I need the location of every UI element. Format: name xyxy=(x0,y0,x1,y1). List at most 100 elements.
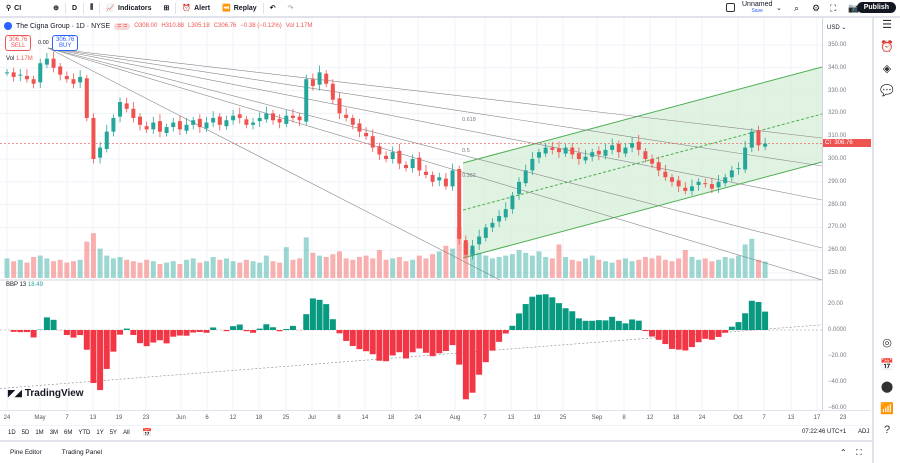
candle-body xyxy=(470,245,475,255)
candle-body xyxy=(736,168,741,170)
redo-button[interactable]: ↷ xyxy=(282,0,300,16)
candle-body xyxy=(357,123,362,132)
volume-bar xyxy=(689,257,695,278)
volume-bar xyxy=(410,259,416,278)
adj-button[interactable]: ADJ xyxy=(858,429,870,435)
volume-bar xyxy=(569,259,575,278)
grid-icon: ⊞ xyxy=(163,5,170,12)
volume-bar xyxy=(144,259,150,278)
alerts-icon[interactable]: ⏰ xyxy=(880,41,894,53)
candle-body xyxy=(583,156,588,161)
candle-body xyxy=(138,116,142,125)
symbol-search[interactable]: ⚲ CI xyxy=(6,4,22,13)
time-tick: 7 xyxy=(65,415,69,421)
channel-lower-line xyxy=(462,161,823,259)
apps-icon[interactable]: ⬤ xyxy=(880,381,894,393)
price-chart[interactable] xyxy=(0,18,844,410)
range-1y[interactable]: 1Y xyxy=(96,430,104,436)
volume-bar xyxy=(51,261,57,278)
signal-icon[interactable]: 📶 xyxy=(880,403,894,415)
range-all[interactable]: All xyxy=(123,430,130,436)
layout-icon[interactable] xyxy=(726,3,735,12)
volume-bar xyxy=(157,264,163,278)
help-icon[interactable]: ? xyxy=(883,424,891,436)
bbp-bar xyxy=(429,330,436,357)
range-6m[interactable]: 6M xyxy=(64,430,73,436)
eye-toggle[interactable]: = = xyxy=(114,22,131,30)
range-5d[interactable]: 5D xyxy=(21,430,30,436)
time-axis[interactable]: 24 May 7 13 19 23 Jun 6 12 18 25 Jul 8 14 18 24 Aug 7 13 19… xyxy=(0,410,870,425)
bbp-bar xyxy=(575,318,582,330)
volume-bar xyxy=(170,261,176,278)
calendar-icon[interactable]: 📅 xyxy=(880,359,894,371)
candle-body xyxy=(131,108,136,118)
volume-bar xyxy=(549,258,555,278)
candle-body xyxy=(556,148,561,153)
layers-icon[interactable]: ◈ xyxy=(882,63,892,75)
candle-body xyxy=(603,149,608,156)
replay-button[interactable]: ⏪ Replay xyxy=(222,4,257,13)
target-icon[interactable]: ◎ xyxy=(882,337,892,349)
fullscreen-icon[interactable]: ⛶ xyxy=(830,3,837,13)
bbp-bar xyxy=(728,326,735,330)
bbp-bar xyxy=(629,319,636,330)
price-axis[interactable]: USD ⌄ 350.00 340.00 330.00 320.00 310.00 300.… xyxy=(822,18,871,411)
watchlist-icon[interactable]: ☰ xyxy=(882,19,892,31)
chat-icon[interactable]: 💬 xyxy=(880,85,894,97)
range-ytd[interactable]: YTD xyxy=(78,430,91,436)
volume-bar xyxy=(204,261,209,278)
bbp-bar xyxy=(356,330,363,350)
templates-button[interactable]: ⊞ xyxy=(157,0,175,16)
maximize-icon[interactable]: ⛶ xyxy=(856,447,862,457)
volume-bar xyxy=(516,250,522,278)
time-tick: 12 xyxy=(646,415,654,421)
volume-bar xyxy=(576,261,582,278)
range-3m[interactable]: 3M xyxy=(49,430,59,436)
price-tick: 260.00 xyxy=(828,247,847,254)
candle-body xyxy=(344,114,349,118)
buy-button[interactable]: 306.76 BUY xyxy=(52,35,79,51)
layout-name[interactable]: Unnamed Save xyxy=(742,1,773,14)
chevron-down-icon[interactable]: ⌄ xyxy=(776,5,782,12)
goto-date-icon[interactable]: 📅 xyxy=(142,428,152,437)
bbp-bar xyxy=(103,330,110,369)
volume-bar xyxy=(749,238,755,278)
currency-select[interactable]: USD ⌄ xyxy=(827,25,847,31)
bbp-bar xyxy=(283,328,290,330)
candle-body xyxy=(443,178,448,187)
chevron-up-icon[interactable]: ⌃ xyxy=(840,448,847,457)
volume-bar xyxy=(217,259,223,278)
candle-body xyxy=(377,146,382,155)
search-icon: ⚲ xyxy=(6,5,12,12)
volume-bar xyxy=(509,254,515,278)
publish-button[interactable]: Publish xyxy=(856,2,896,13)
range-1m[interactable]: 1M xyxy=(35,430,44,436)
camera-icon[interactable]: 📷 xyxy=(848,3,860,13)
range-1d[interactable]: 1D xyxy=(8,430,16,436)
indicators-button[interactable]: 📈 Indicators xyxy=(106,4,152,13)
volume-bar xyxy=(709,261,715,278)
clock[interactable]: 07:22:46 UTC+1 xyxy=(802,429,847,435)
tab-trading-panel[interactable]: Trading Panel xyxy=(61,449,103,456)
candle-body xyxy=(251,122,256,125)
undo-button[interactable]: ↶ xyxy=(264,0,282,16)
settings-icon[interactable]: ⚙ xyxy=(812,3,821,13)
chart-area[interactable]: The Cigna Group · 1D · NYSE = = O308.00 … xyxy=(0,18,844,410)
bbp-bar xyxy=(536,294,542,330)
candle-body xyxy=(703,183,708,185)
bbp-bar xyxy=(595,320,602,330)
bbp-bar xyxy=(422,330,429,353)
price-tick: 320.00 xyxy=(828,110,847,117)
candle-body xyxy=(217,116,222,125)
sell-button[interactable]: 306.76 SELL xyxy=(5,35,32,51)
tab-pine-editor[interactable]: Pine Editor xyxy=(10,449,42,456)
chart-type-button[interactable]: ⫼ xyxy=(84,0,99,16)
bbp-bar xyxy=(762,311,769,330)
quick-search-icon[interactable]: ⌕ xyxy=(794,3,800,13)
range-5y[interactable]: 5Y xyxy=(109,430,118,436)
volume-bar xyxy=(629,261,635,278)
interval-button[interactable]: D xyxy=(72,4,78,12)
compare-button[interactable]: ⊕ xyxy=(47,0,65,16)
alert-button[interactable]: ⏰ Alert xyxy=(182,4,211,13)
candle-body xyxy=(271,113,275,121)
